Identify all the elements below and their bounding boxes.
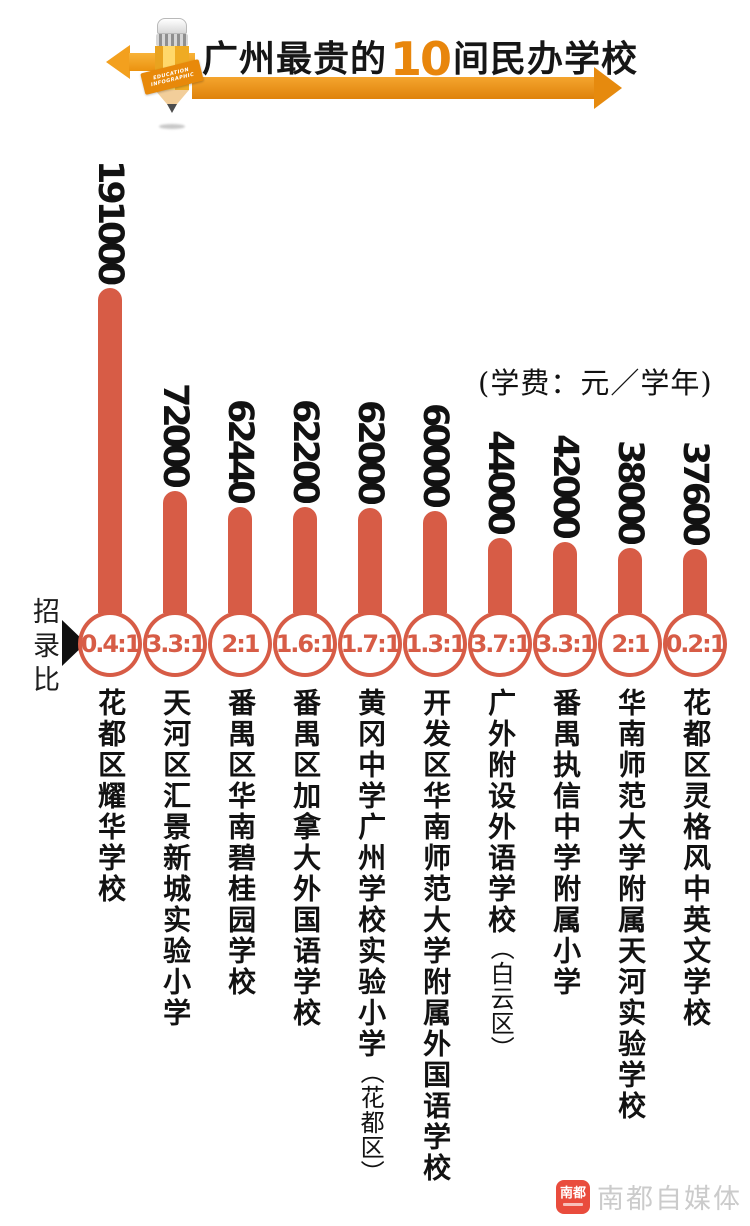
admission-ratio-badge: 0.4:1 <box>78 611 142 677</box>
ratio-axis-label: 招录比 <box>28 597 59 699</box>
school-name: 黄冈中学广州学校实验小学（花都区） <box>354 688 388 1185</box>
admission-ratio-badge: 1.6:1 <box>273 611 337 677</box>
school-name-text: 广外附设外语学校 <box>484 688 518 936</box>
school-name-text: 天河区汇景新城实验小学 <box>159 688 193 1029</box>
page-title-suffix: 间民办学校 <box>453 39 639 80</box>
tuition-value: 42000 <box>545 434 585 536</box>
tuition-value: 62440 <box>220 399 260 501</box>
nandu-logo: 南都 <box>556 1179 590 1214</box>
school-column: 191000 0.4:1 花都区耀华学校 <box>60 0 160 1226</box>
school-column: 42000 3.3:1 番禺执信中学附属小学 <box>515 0 615 1226</box>
admission-ratio-badge: 3.7:1 <box>468 611 532 677</box>
tuition-value: 60000 <box>415 403 455 505</box>
nandu-logo-subline <box>563 1203 583 1206</box>
tuition-value: 62000 <box>350 400 390 502</box>
title-banner: EDUCATION INFOGRAPHIC 广州最贵的10间民办学校 <box>0 0 750 130</box>
pencil-point <box>167 104 177 113</box>
school-name-text: 开发区华南师范大学附属外国语学校 <box>419 688 453 1184</box>
school-column: 44000 3.7:1 广外附设外语学校（白云区） <box>450 0 550 1226</box>
school-name: 华南师范大学附属天河实验学校 <box>614 688 648 1122</box>
unit-note: (学费：元／学年) <box>478 366 713 400</box>
tuition-bar <box>98 288 122 613</box>
school-name: 花都区耀华学校 <box>94 688 128 905</box>
admission-ratio-badge: 3.3:1 <box>533 611 597 677</box>
admission-ratio-badge: 1.3:1 <box>403 611 467 677</box>
pencil-shadow <box>159 124 185 129</box>
tuition-bar <box>228 507 252 613</box>
tuition-value: 38000 <box>610 440 650 542</box>
tuition-bar <box>293 507 317 613</box>
school-name: 番禺区加拿大外国语学校 <box>289 688 323 1029</box>
admission-ratio-badge: 3.3:1 <box>143 611 207 677</box>
tuition-bar <box>163 491 187 613</box>
pencil-icon: EDUCATION INFOGRAPHIC <box>140 18 204 129</box>
tuition-bar <box>553 542 577 613</box>
school-name-text: 黄冈中学广州学校实验小学 <box>354 688 388 1060</box>
left-arrow-icon <box>106 45 130 79</box>
school-name-text: 花都区耀华学校 <box>94 688 128 905</box>
school-column: 62000 1.7:1 黄冈中学广州学校实验小学（花都区） <box>320 0 420 1226</box>
watermark-text: 南都自媒体 <box>597 1184 742 1215</box>
school-district-note: （花都区） <box>356 1060 385 1185</box>
tuition-bar <box>683 549 707 613</box>
admission-ratio-badge: 2:1 <box>598 611 662 677</box>
tuition-value: 44000 <box>480 430 520 532</box>
school-column: 37600 0.2:1 花都区灵格风中英文学校 <box>645 0 745 1226</box>
school-name-text: 番禺区华南碧桂园学校 <box>224 688 258 998</box>
page-title: 广州最贵的10间民办学校 <box>202 30 638 82</box>
school-name-text: 番禺区加拿大外国语学校 <box>289 688 323 1029</box>
tuition-value: 62200 <box>285 399 325 501</box>
school-name: 番禺执信中学附属小学 <box>549 688 583 998</box>
school-name-text: 花都区灵格风中英文学校 <box>679 688 713 1029</box>
pencil-eraser <box>157 18 187 34</box>
school-column: 72000 3.3:1 天河区汇景新城实验小学 <box>125 0 225 1226</box>
tuition-bar <box>488 538 512 613</box>
admission-ratio-badge: 1.7:1 <box>338 611 402 677</box>
school-district-note: （白云区） <box>486 936 515 1061</box>
school-column: 62440 2:1 番禺区华南碧桂园学校 <box>190 0 290 1226</box>
school-name: 番禺区华南碧桂园学校 <box>224 688 258 998</box>
school-column: 38000 2:1 华南师范大学附属天河实验学校 <box>580 0 680 1226</box>
title-highlight-number: 10 <box>390 32 452 86</box>
tuition-value: 72000 <box>155 383 195 485</box>
admission-ratio-badge: 2:1 <box>208 611 272 677</box>
school-name: 开发区华南师范大学附属外国语学校 <box>419 688 453 1184</box>
school-name-text: 番禺执信中学附属小学 <box>549 688 583 998</box>
right-arrow-icon <box>594 67 622 109</box>
tuition-value: 37600 <box>675 441 715 543</box>
school-name: 天河区汇景新城实验小学 <box>159 688 193 1029</box>
school-name: 花都区灵格风中英文学校 <box>679 688 713 1029</box>
nandu-logo-text: 南都 <box>559 1186 586 1201</box>
watermark: 南都 南都自媒体 <box>556 1177 742 1216</box>
pencil-ferrule <box>156 34 188 46</box>
tuition-bar <box>423 511 447 613</box>
page-title-prefix: 广州最贵的 <box>202 39 388 80</box>
school-name: 广外附设外语学校（白云区） <box>484 688 518 1061</box>
tuition-bar <box>618 548 642 613</box>
pencil-tip <box>155 90 189 110</box>
school-column: 60000 1.3:1 开发区华南师范大学附属外国语学校 <box>385 0 485 1226</box>
tuition-bar <box>358 508 382 613</box>
right-arrow-body <box>192 77 594 99</box>
school-column: 62200 1.6:1 番禺区加拿大外国语学校 <box>255 0 355 1226</box>
tuition-value: 191000 <box>90 159 130 282</box>
school-name-text: 华南师范大学附属天河实验学校 <box>614 688 648 1122</box>
admission-ratio-badge: 0.2:1 <box>663 611 727 677</box>
